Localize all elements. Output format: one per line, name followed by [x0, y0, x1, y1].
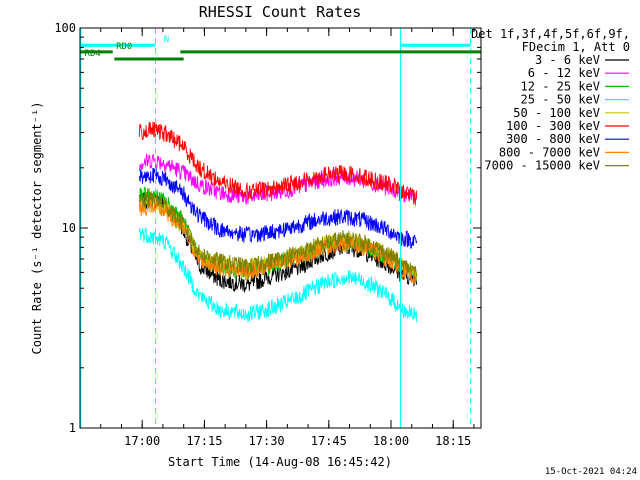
y-axis-label: Count Rate (s⁻¹ detector segment⁻¹)	[30, 102, 44, 355]
x-axis-label: Start Time (14-Aug-08 16:45:42)	[168, 455, 392, 469]
x-tick-label: 17:00	[124, 434, 160, 448]
x-tick-label: 17:45	[311, 434, 347, 448]
state-bar-label: RD0	[116, 42, 132, 52]
state-bar-label: RD4	[85, 49, 101, 59]
x-tick-label: 18:00	[373, 434, 409, 448]
axis-layer: 17:00 17:15 17:30 17:45 18:00 18:15 1 10 100	[54, 21, 481, 448]
legend-entry-label: 800 - 7000 keV	[499, 145, 600, 159]
x-tick-label: 17:30	[249, 434, 285, 448]
legend-entry-label: 12 - 25 keV	[521, 79, 600, 93]
state-bar-label: N	[164, 35, 169, 45]
chart-title: RHESSI Count Rates	[199, 3, 362, 21]
x-tick-label: 17:15	[186, 434, 222, 448]
legend-entry-label: 6 - 12 keV	[528, 66, 600, 80]
legend-entry-label: 7000 - 15000 keV	[484, 159, 600, 173]
legend-entry-label: 25 - 50 keV	[521, 93, 600, 107]
legend: Det 1f,3f,4f,5f,6f,9f,FDecim 1, Att 03 -…	[471, 27, 630, 173]
series-line	[138, 227, 418, 323]
series-line	[138, 199, 418, 286]
y-tick-label: 1	[69, 421, 76, 435]
data-layer	[138, 121, 418, 323]
timestamp: 15-Oct-2021 04:24	[545, 467, 637, 477]
legend-header: Det 1f,3f,4f,5f,6f,9f,	[471, 27, 630, 41]
legend-entry-label: 50 - 100 keV	[513, 106, 600, 120]
series-line	[138, 167, 418, 249]
legend-entry-label: 3 - 6 keV	[535, 53, 600, 67]
y-tick-label: 100	[54, 21, 76, 35]
series-line	[138, 121, 418, 204]
y-tick-label: 10	[62, 221, 76, 235]
legend-entry-label: 100 - 300 keV	[506, 119, 600, 133]
x-tick-label: 18:15	[435, 434, 471, 448]
series-line	[138, 191, 418, 276]
legend-entry-label: 300 - 800 keV	[506, 132, 600, 146]
legend-header: FDecim 1, Att 0	[522, 40, 630, 54]
